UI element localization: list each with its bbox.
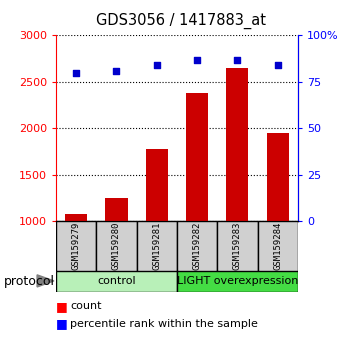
Text: ■: ■ — [56, 300, 68, 313]
Text: GSM159284: GSM159284 — [273, 222, 282, 270]
Bar — [266, 133, 289, 221]
Text: count: count — [70, 301, 102, 311]
Point — [194, 57, 200, 62]
Bar — [56, 271, 177, 292]
Polygon shape — [37, 275, 54, 287]
Bar — [65, 214, 87, 221]
Text: GDS3056 / 1417883_at: GDS3056 / 1417883_at — [96, 12, 265, 29]
Text: GSM159282: GSM159282 — [192, 222, 201, 270]
Text: GSM159281: GSM159281 — [152, 222, 161, 270]
Bar — [136, 221, 177, 271]
Point — [154, 62, 160, 68]
Bar — [177, 221, 217, 271]
Point — [235, 57, 240, 62]
Text: percentile rank within the sample: percentile rank within the sample — [70, 319, 258, 329]
Text: GSM159279: GSM159279 — [71, 222, 81, 270]
Bar — [56, 221, 96, 271]
Bar — [217, 221, 257, 271]
Bar — [96, 221, 136, 271]
Point — [275, 62, 280, 68]
Text: GSM159280: GSM159280 — [112, 222, 121, 270]
Bar — [177, 271, 298, 292]
Bar — [186, 93, 208, 221]
Point — [114, 68, 119, 74]
Text: LIGHT overexpression: LIGHT overexpression — [177, 276, 298, 286]
Bar — [226, 68, 248, 221]
Text: control: control — [97, 276, 136, 286]
Bar — [105, 198, 127, 221]
Text: ■: ■ — [56, 318, 68, 330]
Point — [73, 70, 79, 75]
Bar — [145, 149, 168, 221]
Bar — [257, 221, 298, 271]
Text: GSM159283: GSM159283 — [233, 222, 242, 270]
Text: protocol: protocol — [4, 275, 55, 288]
